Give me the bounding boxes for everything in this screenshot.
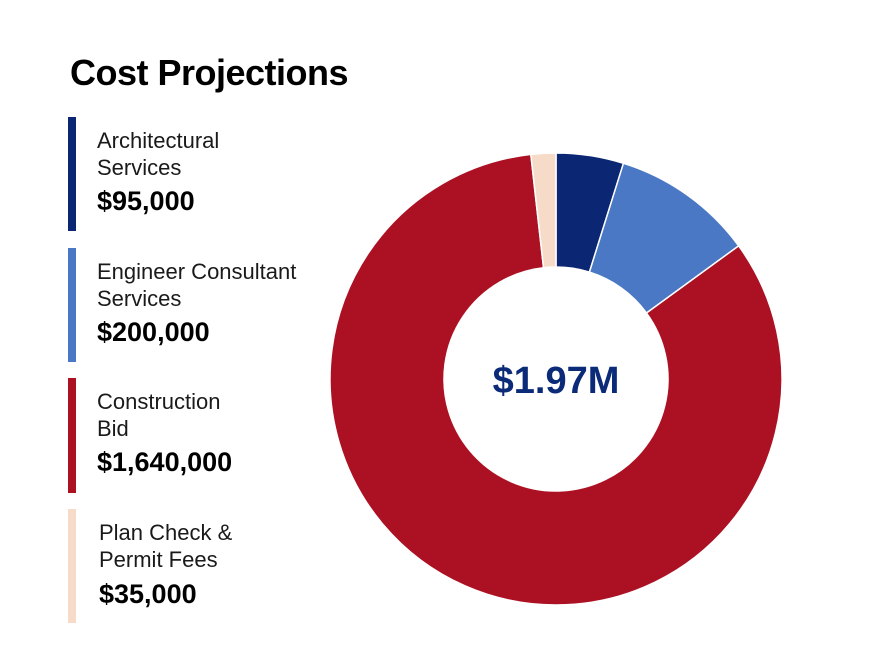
legend-label: Plan Check & Permit Fees <box>99 519 232 573</box>
legend-label: Engineer Consultant Services <box>97 258 296 312</box>
legend-label-line1: Engineer Consultant <box>97 259 297 284</box>
legend-item-plan-check: Plan Check & Permit Fees $35,000 <box>68 509 328 623</box>
legend-value: $95,000 <box>97 186 195 216</box>
legend-item-architectural: Architectural Services $95,000 <box>68 117 328 231</box>
legend-label-line1: Architectural <box>97 128 220 153</box>
legend-value: $35,000 <box>99 579 197 609</box>
donut-center-total: $1.97M <box>493 360 620 402</box>
slice-construction-bid <box>329 153 783 606</box>
legend-item-engineer-consultant: Engineer Consultant Services $200,000 <box>68 248 328 362</box>
donut-slices <box>329 152 783 606</box>
legend-label-line2: Services <box>97 155 182 180</box>
legend-value: $200,000 <box>97 317 210 347</box>
legend-color-bar <box>68 248 76 362</box>
legend-label-line2: Bid <box>97 416 129 441</box>
legend-item-construction-bid: Construction Bid $1,640,000 <box>68 378 328 493</box>
legend-color-bar <box>68 378 76 493</box>
chart-title: Cost Projections <box>70 52 349 93</box>
legend-value: $1,640,000 <box>97 447 233 477</box>
legend-label: Construction Bid <box>97 388 221 442</box>
legend-label-line1: Plan Check & <box>99 520 233 545</box>
legend-color-bar <box>68 509 76 623</box>
legend-label-line1: Construction <box>97 389 221 414</box>
legend-color-bar <box>68 117 76 231</box>
legend-label-line2: Services <box>97 286 182 311</box>
legend-label: Architectural Services <box>97 127 219 181</box>
slice-plan-check <box>529 152 557 269</box>
legend-label-line2: Permit Fees <box>99 547 218 572</box>
